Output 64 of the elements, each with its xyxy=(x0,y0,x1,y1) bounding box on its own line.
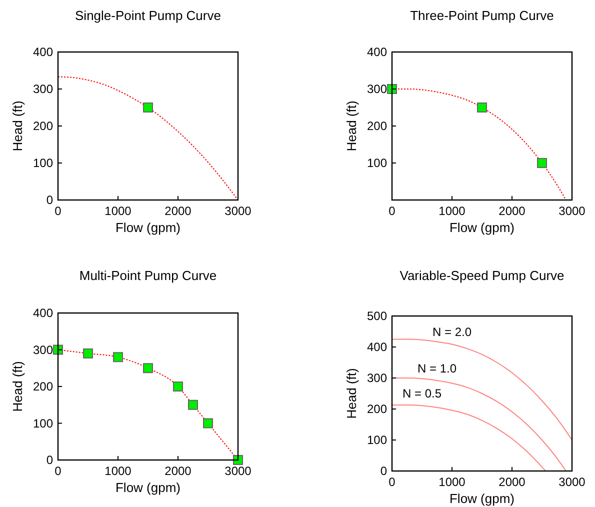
x-axis-title: Flow (gpm) xyxy=(449,220,515,235)
y-tick-label: 300 xyxy=(366,82,388,96)
y-tick-label: 400 xyxy=(366,45,388,59)
x-tick-label: 2000 xyxy=(164,204,192,218)
point xyxy=(143,363,153,374)
point xyxy=(387,84,397,94)
x-tick-label: 2000 xyxy=(164,464,192,478)
x-tick-label: 0 xyxy=(388,475,396,489)
y-tick-label: 0 xyxy=(46,453,54,467)
y-tick-label: 100 xyxy=(32,416,54,430)
x-tick-label: 1000 xyxy=(104,204,132,218)
y-tick-label: 0 xyxy=(46,193,54,207)
y-axis-title: Head (ft) xyxy=(344,100,359,152)
x-tick-label: 1000 xyxy=(104,464,132,478)
x-tick-label: 3000 xyxy=(224,464,252,478)
y-tick-label: 300 xyxy=(32,82,54,96)
point xyxy=(233,455,243,465)
y-tick-label: 400 xyxy=(366,340,388,354)
y-tick-label: 200 xyxy=(32,380,54,394)
line-series xyxy=(392,404,546,472)
y-tick-label: 200 xyxy=(32,119,54,133)
y-tick-label: 100 xyxy=(366,156,388,170)
point xyxy=(477,102,487,112)
y-axis-title: Head (ft) xyxy=(10,361,25,412)
x-tick-label: 2000 xyxy=(498,475,526,489)
chart-title: Single-Point Pump Curve xyxy=(75,8,221,23)
y-tick-label: 400 xyxy=(32,45,54,59)
line-series xyxy=(392,338,572,440)
x-axis-title: Flow (gpm) xyxy=(449,491,515,506)
y-tick-label: 300 xyxy=(366,371,388,385)
x-tick-label: 3000 xyxy=(224,204,252,218)
x-tick-label: 2000 xyxy=(498,204,526,218)
y-tick-label: 100 xyxy=(32,156,54,170)
x-tick-label: 1000 xyxy=(438,475,466,489)
x-tick-label: 3000 xyxy=(558,204,586,218)
point xyxy=(188,400,198,410)
line-series xyxy=(58,76,238,200)
x-axis-title: Flow (gpm) xyxy=(115,480,181,495)
y-tick-label: 300 xyxy=(32,342,54,357)
x-tick-label: 0 xyxy=(388,204,396,218)
series-label: N = 1.0 xyxy=(417,361,457,376)
chart-title: Variable-Speed Pump Curve xyxy=(400,268,564,283)
x-tick-label: 1000 xyxy=(438,204,466,218)
point xyxy=(203,418,213,428)
y-axis-title: Head (ft) xyxy=(10,100,25,152)
chart-title: Multi-Point Pump Curve xyxy=(79,268,217,283)
y-axis-title: Head (ft) xyxy=(344,368,359,419)
y-tick-label: 100 xyxy=(366,433,388,447)
x-axis-title: Flow (gpm) xyxy=(115,220,181,235)
series-label: N = 2.0 xyxy=(432,325,472,340)
x-tick-label: 0 xyxy=(54,464,62,478)
point xyxy=(537,158,547,168)
point xyxy=(83,348,93,358)
y-tick-label: 200 xyxy=(366,402,388,416)
point xyxy=(173,382,183,392)
chart-title: Three-Point Pump Curve xyxy=(410,8,554,23)
point xyxy=(53,344,63,355)
point xyxy=(113,352,123,362)
x-tick-label: 0 xyxy=(54,204,62,218)
series-label: N = 0.5 xyxy=(402,386,442,401)
y-tick-label: 500 xyxy=(366,309,388,323)
x-tick-label: 3000 xyxy=(558,475,586,489)
y-tick-label: 200 xyxy=(366,119,388,133)
y-tick-label: 400 xyxy=(32,306,54,320)
